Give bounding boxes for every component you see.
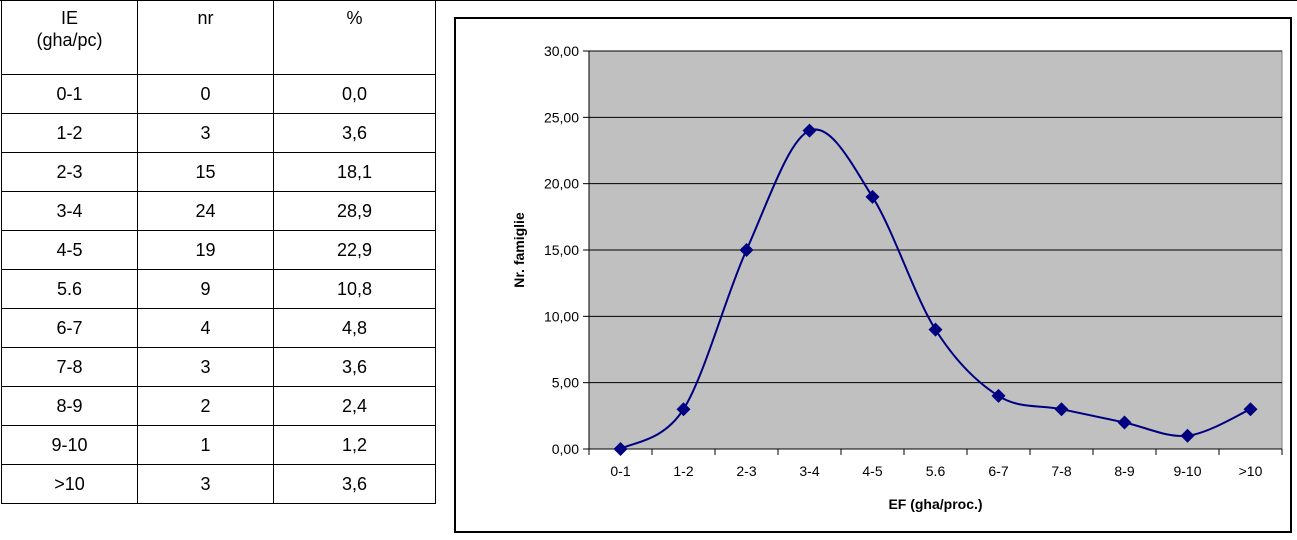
cell-nr: 4: [137, 308, 274, 348]
table-header-row: IE (gha/pc) nr %: [1, 0, 436, 75]
data-table: IE (gha/pc) nr % 0-1 0 0,0 1-2 3 3,6 2-3 15 18,1…: [1, 0, 436, 504]
header-ie-line2: (gha/pc): [36, 30, 103, 50]
cell-range: 1-2: [1, 113, 138, 153]
table-row: 9-10 1 1,2: [1, 425, 436, 465]
x-tick-label: 1-2: [673, 463, 693, 479]
cell-nr: 3: [137, 464, 274, 504]
cell-nr: 24: [137, 191, 274, 231]
table-row: 7-8 3 3,6: [1, 347, 436, 387]
x-tick-label: 2-3: [736, 463, 756, 479]
cell-pct: 3,6: [273, 347, 436, 387]
y-tick-label: 5,00: [552, 375, 579, 391]
cell-nr: 3: [137, 113, 274, 153]
table-row: 3-4 24 28,9: [1, 191, 436, 231]
x-tick-label: >10: [1239, 463, 1263, 479]
cell-nr: 0: [137, 74, 274, 114]
table-row: 4-5 19 22,9: [1, 230, 436, 270]
x-axis-title: EF (gha/proc.): [888, 496, 982, 512]
header-pct: %: [273, 0, 436, 75]
y-axis-title: Nr. famiglie: [511, 212, 527, 288]
x-tick-label: 8-9: [1114, 463, 1134, 479]
cell-range: 2-3: [1, 152, 138, 192]
x-tick-label: 3-4: [799, 463, 819, 479]
cell-range: 0-1: [1, 74, 138, 114]
cell-pct: 10,8: [273, 269, 436, 309]
cell-nr: 9: [137, 269, 274, 309]
cell-pct: 3,6: [273, 464, 436, 504]
table-row: 6-7 4 4,8: [1, 308, 436, 348]
x-tick-label: 9-10: [1173, 463, 1201, 479]
cell-pct: 18,1: [273, 152, 436, 192]
table-row: 2-3 15 18,1: [1, 152, 436, 192]
table-row: 8-9 2 2,4: [1, 386, 436, 426]
table-row: 1-2 3 3,6: [1, 113, 436, 153]
data-point-marker: [865, 189, 880, 204]
cell-range: >10: [1, 464, 138, 504]
y-tick-label: 15,00: [544, 242, 579, 258]
data-point-marker: [613, 442, 628, 456]
cell-range: 3-4: [1, 191, 138, 231]
data-point-marker: [1117, 415, 1132, 430]
x-tick-label: 4-5: [862, 463, 882, 479]
cell-nr: 19: [137, 230, 274, 270]
y-tick-label: 20,00: [544, 176, 579, 192]
chart-frame: 0,00 5,00 10,00 15,00 20,00 25,00 30,00 0-1 1-2 2…: [454, 17, 1292, 533]
top-rule: [0, 0, 1297, 1]
cell-nr: 2: [137, 386, 274, 426]
y-tick-label: 25,00: [544, 109, 579, 125]
cell-pct: 28,9: [273, 191, 436, 231]
cell-range: 7-8: [1, 347, 138, 387]
data-point-marker: [676, 402, 691, 417]
table-row: 0-1 0 0,0: [1, 74, 436, 114]
data-point-marker: [802, 123, 817, 138]
x-tick-label: 6-7: [988, 463, 1008, 479]
y-tick-label: 10,00: [544, 308, 579, 324]
x-tick-label: 5.6: [926, 463, 946, 479]
cell-nr: 15: [137, 152, 274, 192]
data-point-marker: [991, 388, 1006, 403]
x-tick-label: 0-1: [610, 463, 630, 479]
cell-range: 5.6: [1, 269, 138, 309]
table-row: >10 3 3,6: [1, 464, 436, 504]
x-tick-label: 7-8: [1051, 463, 1071, 479]
table-row: 5.6 9 10,8: [1, 269, 436, 309]
data-point-marker: [1243, 402, 1258, 417]
cell-range: 6-7: [1, 308, 138, 348]
cell-pct: 0,0: [273, 74, 436, 114]
line-chart: 0,00 5,00 10,00 15,00 20,00 25,00 30,00 0-1 1-2 2…: [511, 43, 1283, 512]
header-ie-line1: IE: [60, 8, 78, 28]
cell-pct: 4,8: [273, 308, 436, 348]
cell-nr: 1: [137, 425, 274, 465]
cell-pct: 3,6: [273, 113, 436, 153]
data-point-marker: [928, 322, 943, 337]
cell-range: 9-10: [1, 425, 138, 465]
data-point-marker: [1054, 402, 1069, 417]
cell-pct: 2,4: [273, 386, 436, 426]
cell-range: 4-5: [1, 230, 138, 270]
header-nr: nr: [137, 0, 274, 75]
cell-nr: 3: [137, 347, 274, 387]
cell-pct: 1,2: [273, 425, 436, 465]
y-tick-label: 30,00: [544, 43, 579, 59]
cell-pct: 22,9: [273, 230, 436, 270]
data-point-marker: [739, 243, 754, 257]
y-tick-label: 0,00: [552, 441, 579, 457]
cell-range: 8-9: [1, 386, 138, 426]
data-point-marker: [1180, 428, 1195, 443]
header-ie: IE (gha/pc): [1, 0, 138, 75]
